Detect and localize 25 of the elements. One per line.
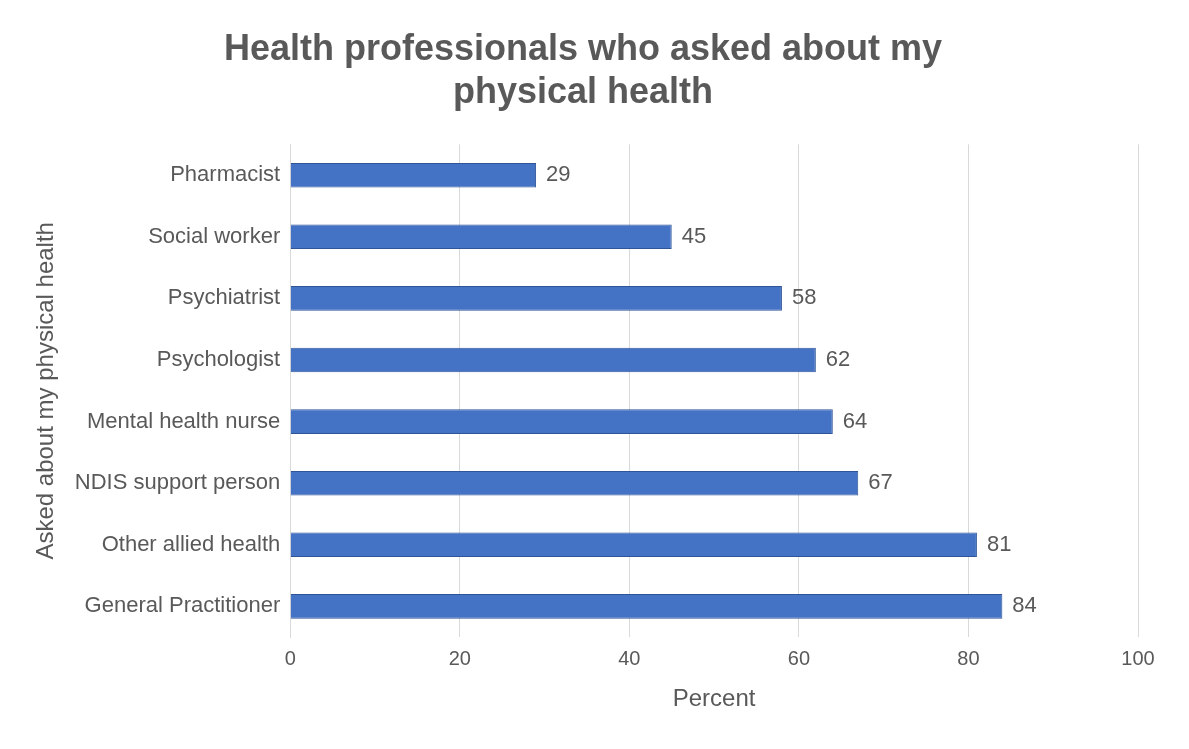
x-tick-label: 100 <box>1121 646 1155 669</box>
y-tick-label: Psychologist <box>156 346 281 372</box>
data-label: 67 <box>868 469 893 495</box>
data-label: 84 <box>1012 592 1037 618</box>
data-label: 45 <box>681 222 707 248</box>
x-tick-label: 40 <box>618 646 641 669</box>
data-label: 58 <box>791 284 817 310</box>
x-tick-label: 80 <box>957 646 980 669</box>
y-axis-title: Asked about my physical health <box>31 222 59 560</box>
y-tick-label: Other allied health <box>101 530 281 556</box>
data-label: 64 <box>842 407 868 433</box>
y-tick-label: Mental health nurse <box>87 407 281 433</box>
x-tick-label: 60 <box>787 646 811 669</box>
y-tick-label: Psychiatrist <box>167 284 281 310</box>
x-axis-title: Percent <box>672 684 756 712</box>
data-label: 62 <box>825 346 851 372</box>
x-tick-label: 20 <box>448 646 471 669</box>
data-label: 81 <box>986 530 1012 556</box>
x-tick-label: 0 <box>284 646 296 669</box>
y-tick-label: General Practitioner <box>84 592 281 618</box>
y-tick-label: Pharmacist <box>170 161 281 187</box>
y-tick-label: NDIS support person <box>74 469 281 495</box>
y-tick-label: Social worker <box>148 222 281 248</box>
data-label: 29 <box>546 161 571 187</box>
chart-title: Health professionals who asked about my physical health <box>223 26 943 111</box>
